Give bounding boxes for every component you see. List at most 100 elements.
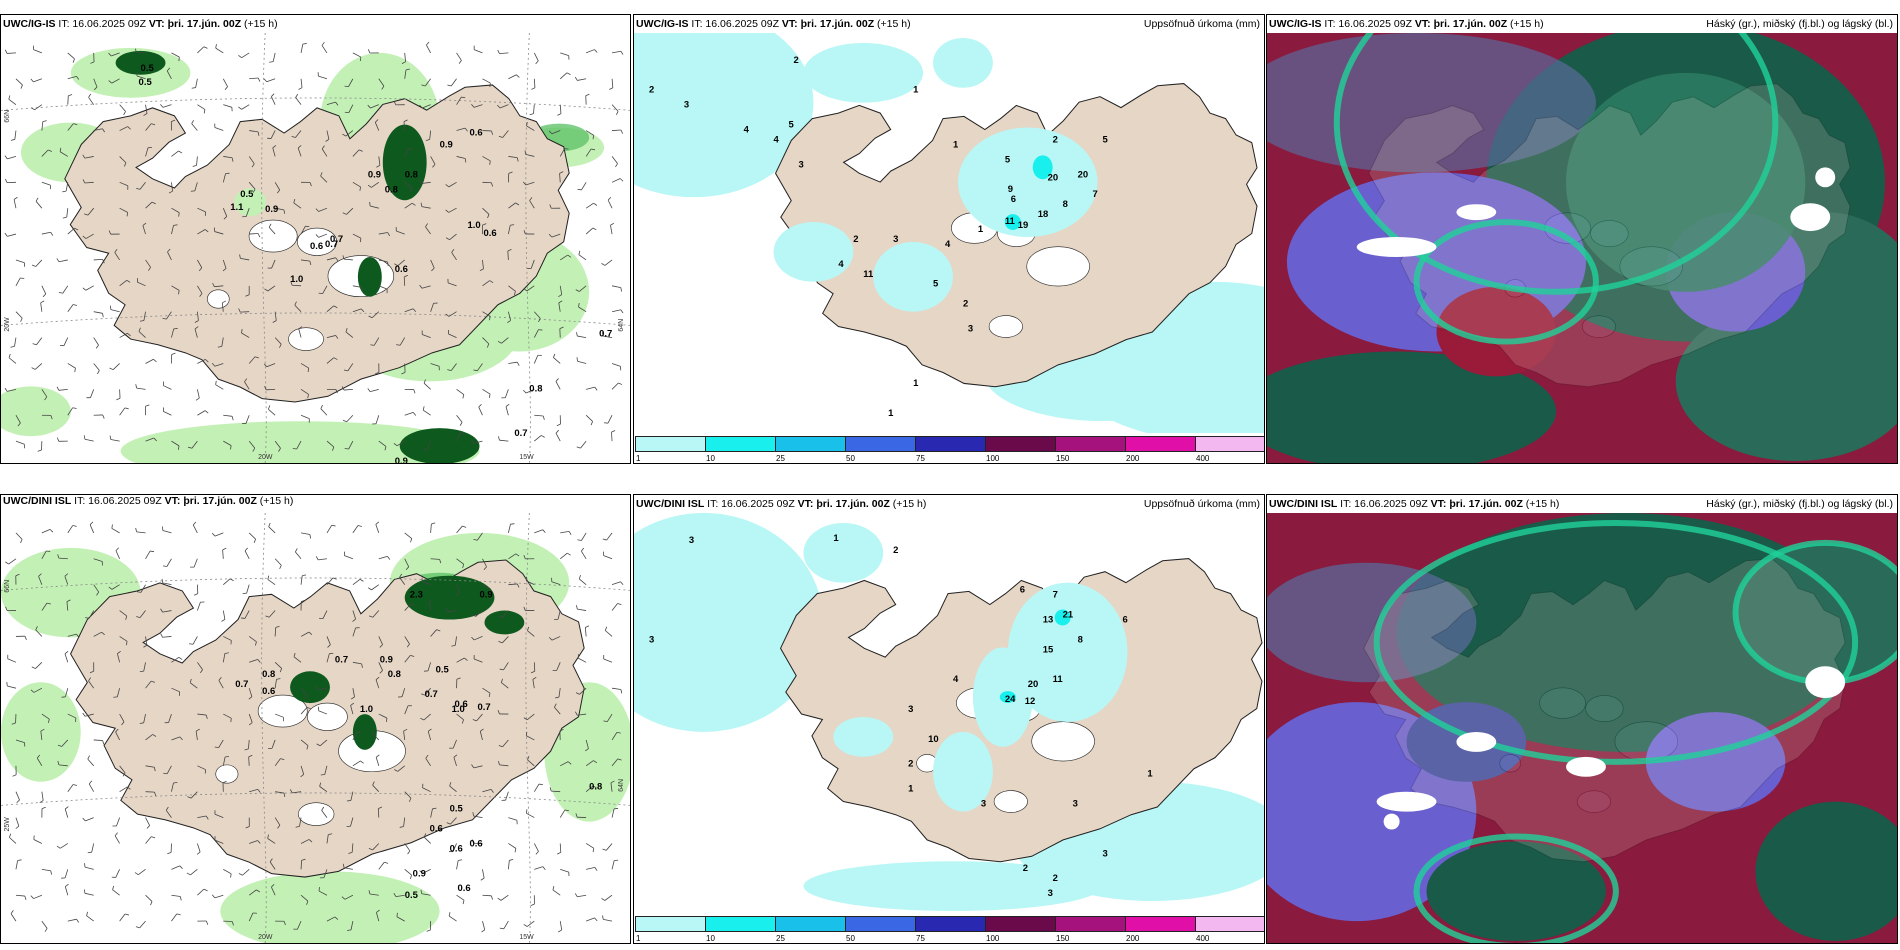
- wind-barb-flag: [499, 927, 504, 930]
- wind-barb: [214, 813, 224, 818]
- wind-barb: [223, 868, 232, 875]
- wind-barb-flag: [602, 848, 607, 851]
- wind-barb: [41, 868, 51, 872]
- wind-barb-flag: [376, 909, 380, 913]
- wind-barb-flag: [375, 119, 379, 123]
- wind-barb-flag: [335, 389, 338, 394]
- wind-barb: [197, 229, 206, 235]
- wind-barb-flag: [564, 809, 569, 812]
- wind-barb: [33, 894, 43, 899]
- wind-barb: [456, 389, 465, 395]
- wind-barb-flag: [531, 87, 536, 90]
- wind-barb-flag: [342, 212, 347, 215]
- wind-barb-flag: [384, 861, 389, 864]
- wind-barb-flag: [499, 668, 504, 671]
- wind-barb: [88, 783, 95, 792]
- wind-barb: [525, 153, 535, 157]
- wind-barb-flag: [449, 782, 452, 787]
- wind-barb-flag: [31, 367, 36, 370]
- wind-barb: [508, 156, 518, 158]
- wind-barb-flag: [522, 181, 527, 186]
- value-label: 1: [913, 85, 918, 96]
- wind-barb-flag: [471, 439, 475, 444]
- wind-barb: [274, 662, 282, 669]
- wind-barb-flag: [368, 615, 374, 618]
- wind-map-panel-dini: UWC/DINI ISL IT: 16.06.2025 09Z VT: þri.…: [0, 494, 631, 944]
- wind-barb-flag: [153, 437, 157, 442]
- wind-barb: [7, 658, 17, 663]
- wind-barb: [33, 49, 43, 54]
- wind-barb: [529, 200, 535, 209]
- wind-barb: [579, 687, 587, 695]
- wind-barb: [579, 578, 587, 585]
- wind-barb: [577, 78, 587, 81]
- wind-barb-flag: [309, 182, 312, 187]
- wind-barb-flag: [316, 743, 321, 747]
- wind-barb-flag: [553, 353, 556, 358]
- wind-barb-flag: [72, 525, 77, 527]
- wind-barb: [221, 302, 224, 312]
- wind-barb-flag: [154, 767, 156, 772]
- wind-barb-flag: [431, 267, 435, 272]
- wind-barb-flag: [135, 527, 138, 532]
- wind-barb-flag: [342, 419, 347, 423]
- wind-barb-flag: [73, 304, 78, 306]
- wind-barb-flag: [487, 214, 490, 219]
- wind-barb-flag: [464, 657, 468, 661]
- value-label: 1: [1147, 769, 1152, 780]
- wind-barb: [557, 610, 561, 620]
- wind-barb: [585, 739, 589, 749]
- wind-barb: [456, 713, 464, 720]
- cloud-fields-cell: [1396, 513, 1856, 752]
- iceland-landmass: [1368, 83, 1851, 388]
- value-label: 1: [913, 378, 918, 389]
- wind-barb: [15, 415, 21, 424]
- wind-barb-flag: [387, 232, 391, 237]
- wind-barb: [241, 104, 250, 110]
- wind-barb: [41, 149, 49, 157]
- value-label: 3: [981, 799, 986, 810]
- wind-barb-flag: [607, 196, 612, 201]
- wind-barb: [41, 550, 47, 559]
- map-area: 232445311202019189611874324115231125125: [634, 33, 1264, 433]
- wind-barb-flag: [90, 61, 95, 64]
- wind-barb: [300, 575, 303, 585]
- wind-barb-flag: [320, 404, 323, 409]
- colorbar-swatch: [1195, 916, 1264, 932]
- wind-barb-flag: [601, 263, 606, 266]
- wind-barb: [274, 713, 284, 718]
- wind-barb-flag: [135, 926, 140, 929]
- wind-barb: [482, 389, 491, 395]
- value-label: 11: [1053, 674, 1063, 685]
- wind-barb: [352, 578, 361, 585]
- wind-barb-flag: [581, 547, 585, 552]
- wind-barb-flag: [83, 435, 86, 440]
- wind-barb: [558, 688, 561, 698]
- wind-barb: [41, 791, 44, 801]
- value-label: 0.5: [405, 890, 418, 901]
- wind-barb: [64, 886, 69, 896]
- wind-barb-flag: [497, 49, 500, 54]
- wind-barb-flag: [410, 603, 415, 606]
- wind-barb-flag: [108, 586, 113, 590]
- wind-barb-flag: [420, 889, 423, 894]
- glacier: [1614, 721, 1678, 762]
- wind-barb: [318, 207, 328, 212]
- wind-barb: [421, 181, 431, 184]
- wind-barb-flag: [610, 222, 615, 226]
- wind-barb: [378, 78, 385, 87]
- wind-barb-flag: [46, 550, 51, 552]
- wind-barb-flag: [381, 85, 385, 90]
- wind-barb: [499, 104, 509, 109]
- wind-barb-flag: [122, 772, 126, 777]
- wind-barb-flag: [426, 929, 431, 932]
- wind-barb: [318, 710, 328, 715]
- wind-barb-flag: [39, 800, 44, 803]
- wind-barb: [611, 732, 618, 741]
- precip-land-cell: [833, 716, 894, 757]
- wind-barb-flag: [541, 435, 545, 438]
- wind-barb: [611, 808, 615, 818]
- wind-barb: [119, 636, 128, 642]
- wind-barb-flag: [576, 446, 581, 449]
- wind-barb: [110, 309, 120, 313]
